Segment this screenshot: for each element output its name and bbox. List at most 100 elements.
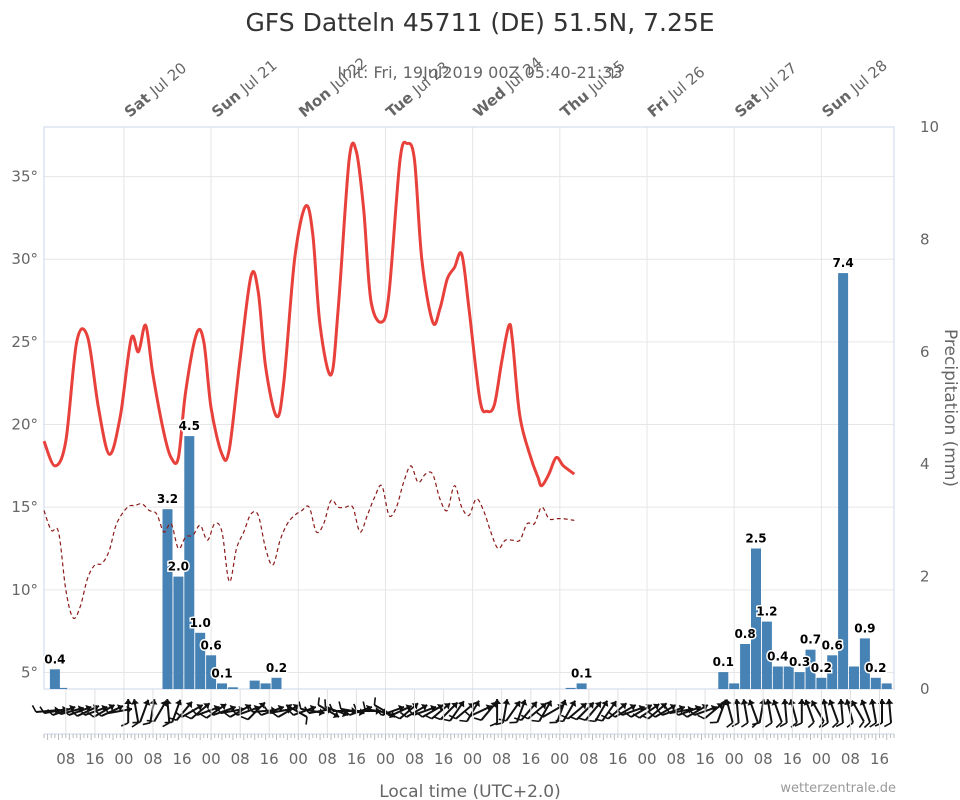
wind-barb-feather — [835, 722, 844, 728]
wind-barb-head — [116, 704, 124, 712]
wind-barb — [803, 699, 815, 729]
wind-barb-head — [309, 704, 316, 713]
wind-barb — [87, 704, 115, 718]
temperature-tick-label: 20° — [11, 416, 38, 434]
wind-barb — [697, 702, 724, 720]
wind-barb — [771, 699, 783, 729]
precipitation-bar — [249, 680, 260, 689]
precipitation-bar — [794, 672, 805, 689]
wind-barb — [142, 699, 158, 726]
wind-barb-feather — [632, 713, 640, 719]
wind-barb-head — [203, 703, 210, 710]
wind-barb-head — [174, 699, 183, 706]
wind-barb-head — [580, 703, 587, 710]
temperature-tick-label: 5° — [21, 663, 38, 681]
hour-tick-label: 16 — [521, 750, 540, 768]
wind-barb-feather — [373, 697, 377, 706]
wind-barb — [868, 699, 878, 728]
wind-barb-feather — [263, 706, 270, 714]
wind-barb — [255, 704, 285, 717]
wind-barb-feather — [807, 721, 815, 729]
precipitation-data-label: 0.1 — [571, 666, 592, 680]
wind-barb-feather — [162, 722, 170, 728]
wind-barb-head — [638, 704, 645, 713]
wind-barb-feather — [169, 717, 177, 721]
temperature-tick-label: 10° — [11, 581, 38, 599]
hour-tick-label: 08 — [841, 750, 860, 768]
hour-tick-label: 16 — [870, 750, 889, 768]
wind-barb-head — [124, 699, 133, 704]
wind-barb-head — [229, 704, 236, 713]
hour-tick-label: 08 — [667, 750, 686, 768]
hour-tick-label: 00 — [550, 750, 569, 768]
hour-tick-label: 00 — [463, 750, 482, 768]
precipitation-bar — [849, 666, 859, 689]
wind-barb — [740, 699, 749, 728]
hour-tick-label: 16 — [696, 750, 715, 768]
wind-barb-head — [493, 699, 502, 704]
wind-barb-head — [502, 699, 511, 705]
wind-barb — [779, 698, 790, 728]
wind-barb-head — [827, 699, 836, 706]
precipitation-bar — [260, 683, 271, 689]
precipitation-data-label: 0.4 — [44, 652, 65, 666]
precipitation-labels: 0.43.22.04.51.00.60.1 0.2 0.10.10.82.51.20… — [43, 255, 888, 682]
wind-barb — [850, 700, 865, 728]
wind-barb-feather — [131, 722, 139, 728]
wind-barb-head — [332, 711, 340, 718]
hour-tick-label: 16 — [347, 750, 366, 768]
hour-tick-label: 08 — [579, 750, 598, 768]
precipitation-tick-label: 0 — [920, 680, 930, 698]
x-axis-title: Local time (UTC+2.0) — [379, 782, 561, 800]
precipitation-data-label: 1.2 — [756, 605, 777, 619]
wind-barb-feather — [39, 706, 45, 714]
precipitation-data-label: 3.2 — [157, 492, 178, 506]
wind-barb-feather — [164, 721, 173, 724]
hour-tick-label: 16 — [783, 750, 802, 768]
wind-barb — [723, 699, 734, 728]
wind-barb-feather — [531, 719, 540, 723]
wind-barb-head — [669, 704, 676, 711]
precipitation-bar — [859, 638, 870, 689]
wind-barb-feather — [775, 721, 783, 729]
precipitation-bar — [162, 509, 173, 689]
wind-barb-feather — [731, 722, 740, 728]
wind-barb — [883, 698, 894, 728]
wind-barb-feather — [560, 714, 569, 720]
precipitation-bar — [227, 687, 238, 689]
temperature-tick-label: 15° — [11, 498, 38, 516]
precipitation-bar — [805, 649, 816, 689]
wind-barb-head — [660, 703, 667, 710]
wind-barb-feather — [883, 722, 892, 728]
hour-tick-label: 08 — [231, 750, 250, 768]
wind-barb-head — [557, 704, 564, 711]
wind-barb-head — [77, 705, 84, 714]
wind-barb-head — [430, 704, 437, 713]
wind-barb-head — [473, 700, 480, 707]
wind-barb-feather — [223, 711, 231, 718]
wind-barb-head — [803, 699, 812, 706]
wind-barb-head — [92, 704, 99, 712]
wind-barb-head — [142, 699, 151, 706]
wind-barb-head — [810, 700, 818, 707]
wind-barb-feather — [375, 709, 383, 716]
wind-barb-head — [781, 699, 790, 705]
wind-barb-feather — [624, 711, 632, 718]
wind-barb-feather — [207, 709, 214, 716]
wind-barb-head — [716, 703, 723, 710]
wind-barb-feather — [498, 718, 507, 722]
wind-barb-feather — [536, 711, 544, 718]
wind-barb-head — [594, 701, 602, 709]
wind-barb-feather — [191, 709, 198, 716]
wind-barb-feather — [858, 720, 865, 728]
time-ruler — [43, 689, 895, 740]
wind-barb-head — [678, 704, 685, 713]
wind-barb — [859, 699, 871, 729]
hour-tick-label: 08 — [754, 750, 773, 768]
wind-barb-feather — [184, 714, 192, 720]
wind-barb-feather — [664, 706, 671, 714]
precipitation-bar — [217, 683, 227, 689]
wind-barb-head — [771, 699, 780, 706]
wind-barb-head — [723, 699, 732, 706]
wind-barb — [199, 703, 227, 719]
